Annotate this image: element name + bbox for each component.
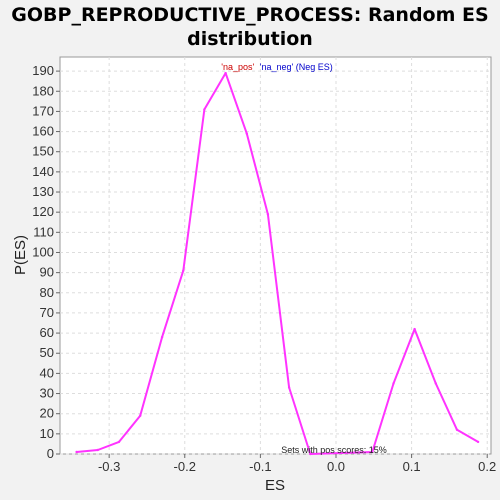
data-point [266,213,270,216]
data-point [245,132,248,135]
legend-pos-entry: 'na_pos' [221,62,254,72]
data-point [392,382,395,385]
x-tick-label: 0.0 [327,459,345,474]
y-tick-label: 190 [32,63,54,78]
pos-scores-annotation: Sets with pos scores: 15% [281,445,387,455]
data-point [96,448,100,452]
legend-neg-entry: 'na_neg' (Neg ES) [260,62,333,72]
y-tick-label: 50 [40,345,54,360]
chart-title-line-1: GOBP_REPRODUCTIVE_PROCESS: Random ES [11,4,488,26]
y-tick-label: 30 [40,386,54,401]
y-tick-label: 80 [40,285,54,300]
data-point [117,440,121,444]
y-tick-label: 160 [32,124,54,139]
tick-labels: 0 10 20 30 40 50 60 70 80 90 100 110 120 130 140 150 160… [32,63,496,474]
x-tick-label: -0.1 [249,459,271,474]
data-point [455,428,459,431]
y-tick-label: 170 [32,103,54,118]
data-point [160,335,164,339]
y-tick-label: 0 [47,446,54,461]
y-tick-label: 180 [32,83,54,98]
data-point [476,440,480,444]
x-tick-label: 0.2 [478,459,496,474]
gridlines [60,57,491,455]
y-tick-label: 90 [40,265,54,280]
data-point [139,414,142,417]
y-tick-label: 110 [33,224,54,239]
series-layer [75,71,480,456]
data-point [75,450,78,454]
data-point [371,450,374,454]
y-tick-label: 150 [32,144,54,159]
data-point [413,327,416,331]
x-axis-label: ES [265,477,285,494]
x-tick-label: -0.2 [174,459,196,474]
y-axis-label: P(ES) [12,235,29,275]
axes [56,70,488,458]
y-tick-label: 60 [40,325,54,340]
chart-title-line-2: distribution [187,28,313,50]
y-tick-label: 20 [40,406,54,421]
y-tick-label: 120 [32,204,54,219]
data-point [203,108,206,111]
legend: 'na_pos' 'na_neg' (Neg ES) [221,62,332,72]
x-tick-label: -0.3 [98,459,120,474]
y-tick-label: 130 [32,184,54,199]
x-tick-label: 0.1 [403,459,421,474]
data-point [309,452,312,456]
plot-area [59,56,492,455]
data-point [434,382,437,385]
es-distribution-line [76,72,479,455]
y-tick-label: 100 [32,244,54,259]
data-point [287,386,291,389]
data-point [182,269,185,272]
data-point [224,71,227,75]
y-tick-label: 40 [40,365,54,380]
y-tick-label: 140 [32,164,54,179]
y-tick-label: 10 [40,426,54,441]
y-tick-label: 70 [40,305,54,320]
